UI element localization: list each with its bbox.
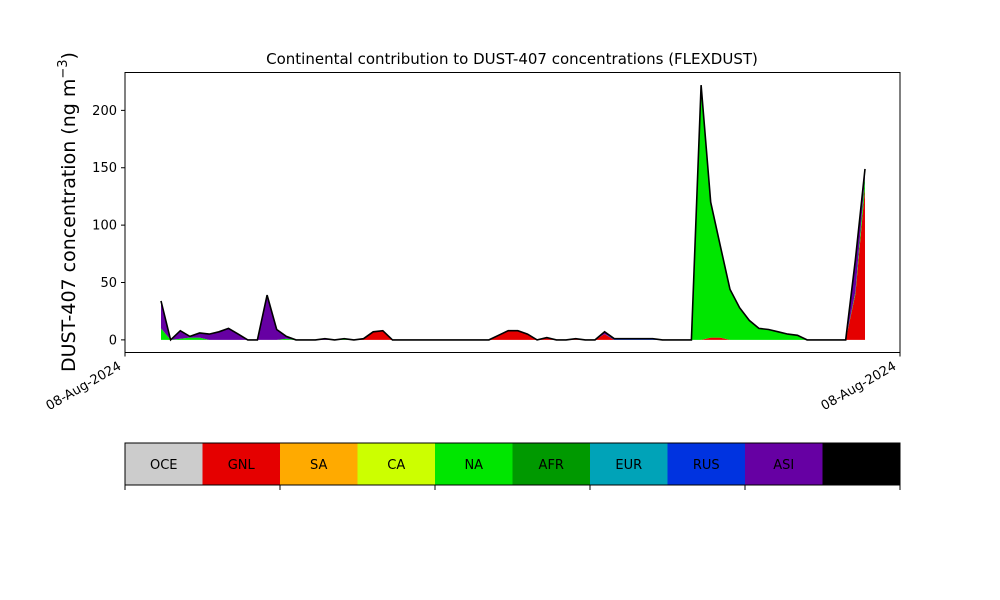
y-tick-label: 0 [109, 333, 117, 348]
legend-swatch-ca [357, 443, 435, 485]
total-outline [160, 85, 866, 342]
legend-swatch-sa [280, 443, 358, 485]
legend-swatch-eur [590, 443, 668, 485]
legend-label-gnl: GNL [228, 458, 256, 473]
y-axis-label-close: ) [58, 52, 80, 59]
y-tick-label: 100 [92, 219, 117, 234]
y-axis-label-main: DUST-407 concentration (ng m [58, 79, 80, 372]
y-tick-label: 150 [92, 161, 117, 176]
legend-label-eur: EUR [615, 458, 642, 473]
plot-area [160, 85, 866, 342]
legend-swatch-afr [512, 443, 590, 485]
legend-frame [124, 442, 901, 486]
legend-label-na: NA [464, 458, 483, 473]
legend-swatch-na [435, 443, 513, 485]
legend-label-asi: ASI [773, 458, 794, 473]
y-tick-label: 200 [92, 104, 117, 119]
color-legend: OCE GNL SA CA NA AFR EUR RUS ASI AUS [124, 442, 901, 490]
y-axis-label-sup: −3 [56, 59, 71, 78]
legend-swatch-gnl [202, 443, 280, 485]
legend-label-aus: AUS [848, 458, 875, 473]
chart-title: Continental contribution to DUST-407 con… [266, 50, 758, 68]
legend-label-rus: RUS [693, 458, 720, 473]
legend-swatch-rus [667, 443, 745, 485]
y-axis-label: DUST-407 concentration (ng m−3) [56, 52, 80, 372]
legend-label-ca: CA [387, 458, 405, 473]
plot-frame [124, 72, 901, 353]
legend-swatch-aus [822, 443, 900, 485]
y-tick-label: 50 [100, 276, 117, 291]
legend-label-oce: OCE [150, 458, 178, 473]
legend-swatch-oce [125, 443, 203, 485]
legend-label-sa: SA [310, 458, 327, 473]
legend-label-afr: AFR [539, 458, 564, 473]
legend-swatch-asi [745, 443, 823, 485]
y-axis: 0 50 100 150 200 [92, 104, 125, 348]
